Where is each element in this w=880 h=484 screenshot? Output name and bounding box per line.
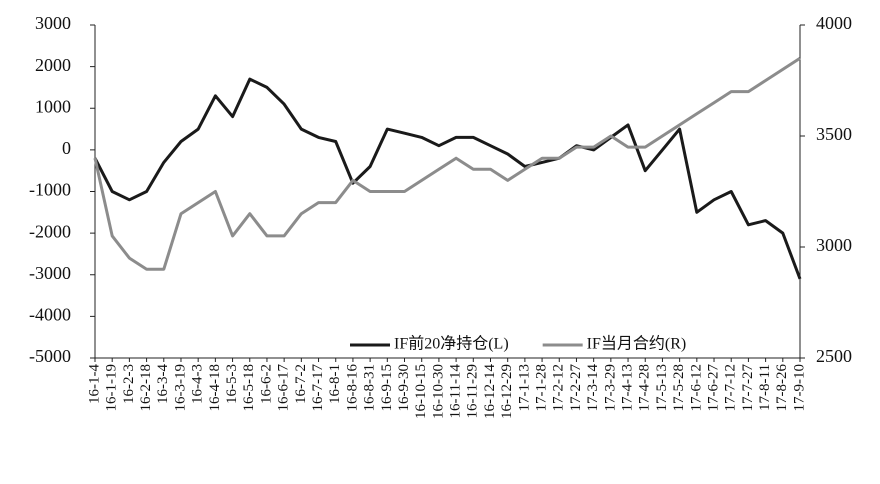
x-tick-label: 17-1-28: [534, 364, 550, 412]
x-tick-label: 17-3-29: [602, 364, 618, 412]
x-tick-label: 16-3-4: [155, 364, 171, 404]
y-tick-label: -5000: [29, 346, 71, 366]
y-tick-label: -2000: [29, 221, 71, 241]
y2-tick-label: 3500: [816, 124, 852, 144]
x-tick-label: 16-6-2: [258, 364, 274, 404]
y-tick-label: 1000: [35, 96, 71, 116]
x-tick-label: 17-9-10: [791, 364, 807, 412]
x-tick-label: 16-10-30: [430, 364, 446, 419]
x-tick-label: 16-3-19: [172, 364, 188, 412]
x-tick-label: 16-4-18: [207, 364, 223, 412]
x-tick-label: 16-5-3: [224, 364, 240, 404]
x-tick-label: 16-7-2: [293, 364, 309, 404]
y2-tick-label: 2500: [816, 346, 852, 366]
y-tick-label: 2000: [35, 55, 71, 75]
x-tick-label: 16-5-18: [241, 364, 257, 412]
x-tick-label: 16-10-15: [413, 364, 429, 419]
x-tick-label: 16-1-19: [104, 364, 120, 412]
x-tick-label: 17-5-13: [654, 364, 670, 412]
y-tick-label: 0: [62, 138, 71, 158]
x-tick-label: 16-12-14: [482, 364, 498, 419]
series-line: [93, 77, 802, 280]
x-tick-label: 17-4-13: [619, 364, 635, 412]
x-tick-label: 16-2-3: [121, 364, 137, 404]
legend-label: IF前20净持仓(L): [394, 335, 509, 353]
x-tick-label: 17-8-26: [774, 364, 790, 412]
series-line: [93, 57, 801, 271]
y-tick-label: 3000: [35, 13, 71, 33]
x-tick-label: 17-8-11: [757, 364, 773, 411]
x-tick-label: 16-9-15: [379, 364, 395, 412]
x-tick-label: 17-7-12: [723, 364, 739, 412]
y-tick-label: -4000: [29, 305, 71, 325]
x-tick-label: 16-9-30: [396, 364, 412, 412]
x-tick-label: 16-4-3: [190, 364, 206, 404]
x-tick-label: 17-6-27: [705, 364, 721, 412]
y2-tick-label: 3000: [816, 235, 852, 255]
x-tick-label: 17-6-12: [688, 364, 704, 412]
x-tick-label: 17-5-28: [671, 364, 687, 412]
x-tick-label: 16-6-17: [276, 364, 292, 412]
x-tick-label: 16-12-29: [499, 364, 515, 419]
x-tick-label: 16-11-14: [448, 364, 464, 419]
y2-tick-label: 4000: [816, 13, 852, 33]
x-tick-label: 17-1-13: [516, 364, 532, 412]
x-tick-label: 16-8-31: [362, 364, 378, 412]
x-tick-label: 17-7-27: [740, 364, 756, 412]
x-tick-label: 16-11-29: [465, 364, 481, 418]
x-tick-label: 16-1-4: [86, 364, 102, 404]
x-tick-label: 17-3-14: [585, 364, 601, 412]
y-tick-label: -3000: [29, 263, 71, 283]
x-tick-label: 16-8-16: [344, 364, 360, 412]
x-tick-label: 16-7-17: [310, 364, 326, 412]
x-tick-label: 17-2-27: [568, 364, 584, 412]
x-tick-label: 17-2-12: [551, 364, 567, 412]
x-tick-label: 16-2-18: [138, 364, 154, 412]
legend-label: IF当月合约(R): [587, 335, 687, 353]
x-tick-label: 17-4-28: [637, 364, 653, 412]
x-tick-label: 16-8-1: [327, 364, 343, 404]
y-tick-label: -1000: [29, 180, 71, 200]
